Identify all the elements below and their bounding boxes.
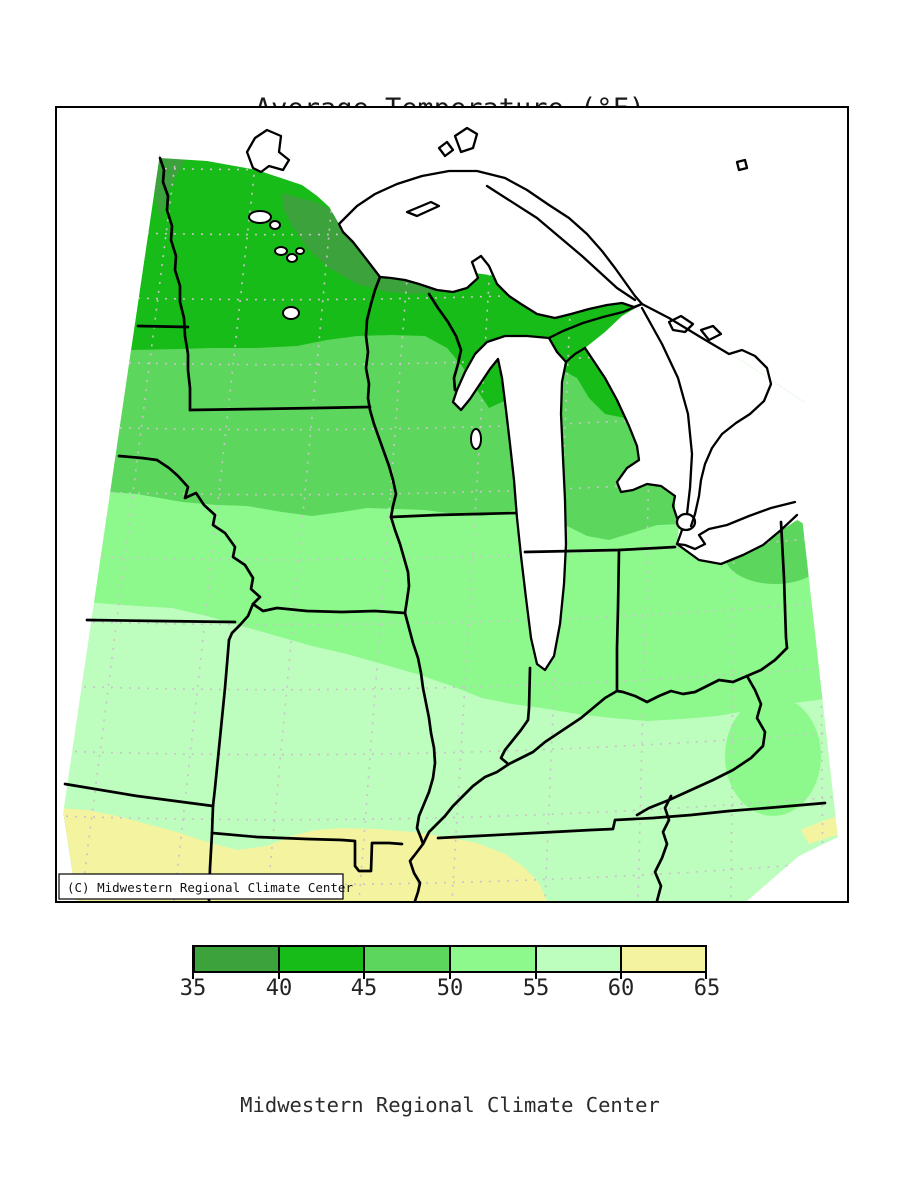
ky-tn-border: [436, 801, 827, 840]
legend-cell-55-60: [535, 947, 620, 971]
nd-sd-border: [136, 324, 190, 329]
shoreline-strokes: [245, 126, 799, 566]
huron-erie-ontario-mask: [585, 304, 847, 564]
wi-il-border: [389, 511, 518, 519]
legend-label-60: 60: [607, 976, 635, 1001]
small-ne-island: [735, 158, 749, 172]
ks-ok-border: [63, 782, 215, 808]
lake-of-the-woods: [245, 128, 291, 174]
st-joseph-island: [667, 314, 695, 334]
legend-colorbar: [193, 945, 707, 973]
huron-canadian-shore: [640, 302, 773, 528]
us-canada-border-superior: [485, 184, 637, 302]
lake-winnibigoshish: [286, 253, 298, 263]
legend-cell-60-65: [620, 947, 705, 971]
mo-ar-border: [210, 831, 404, 873]
michigan-east-coast: [583, 346, 679, 520]
ontario-lakes: [437, 140, 455, 158]
detroit-river: [675, 528, 684, 546]
out-of-domain-mask: [57, 108, 847, 901]
state-borders: [63, 156, 827, 901]
mississippi-river: [364, 275, 437, 901]
legend-label-65: 65: [693, 976, 721, 1001]
cass-lake: [295, 247, 305, 255]
ia-mo-border: [251, 602, 407, 615]
lake-winnebago: [470, 428, 482, 450]
legend-tick-35: [192, 945, 194, 979]
lake-michigan: [451, 334, 568, 672]
legend-tick-50: [449, 945, 451, 979]
leech-lake: [274, 246, 288, 256]
west-edge-mask: [57, 108, 160, 901]
tennessee-river: [653, 794, 673, 901]
southeast-corner-mask: [747, 832, 847, 901]
in-oh-border: [615, 548, 621, 693]
legend-cell-40-45: [280, 947, 365, 971]
il-in-border: [499, 666, 532, 765]
lake-erie-north-shore: [675, 500, 797, 551]
wi-mi-border: [427, 292, 463, 392]
legend-cell-50-55: [450, 947, 535, 971]
legend-tick-65: [705, 945, 707, 979]
copyright-strip: (C) Midwestern Regional Climate Center: [58, 873, 353, 900]
legend-label-50: 50: [436, 976, 464, 1001]
map-copyright: (C) Midwestern Regional Climate Center: [67, 880, 353, 895]
legend-label-45: 45: [350, 976, 378, 1001]
footer-line-1: Midwestern Regional Climate Center: [240, 1093, 660, 1117]
legend-label-55: 55: [522, 976, 550, 1001]
mn-ia-border: [188, 405, 372, 412]
east-edge-mask: [801, 508, 847, 838]
missouri-river: [155, 458, 262, 606]
legend-label-40: 40: [265, 976, 293, 1001]
drummond-island: [699, 324, 723, 342]
mille-lacs-lake: [282, 306, 300, 320]
inland-lakes: [248, 210, 482, 450]
legend-cell-45-50: [365, 947, 450, 971]
red-lake: [248, 210, 272, 224]
legend-tick-55: [535, 945, 537, 979]
ohio-river: [421, 646, 789, 846]
temperature-map-canvas: (C) Midwestern Regional Climate Center: [57, 108, 847, 901]
mo-west-border: [210, 638, 231, 835]
mackinac-straits-shore: [564, 346, 587, 364]
legend-tick-40: [278, 945, 280, 979]
map-frame: (C) Midwestern Regional Climate Center: [55, 106, 849, 903]
legend-tick-60: [620, 945, 622, 979]
footer: Midwestern Regional Climate Center cli−M…: [0, 1019, 900, 1200]
great-lakes: [337, 169, 697, 672]
legend-tick-45: [363, 945, 365, 979]
canada-north-mask: [160, 108, 847, 426]
isle-royale: [405, 200, 441, 218]
missouri-river-kc: [227, 602, 255, 642]
us-canada-border-huron: [640, 306, 694, 516]
footer-line-2: cli−MATE: MRCC Application Tools Environ…: [0, 1192, 900, 1200]
sd-ne-border: [117, 454, 159, 462]
legend-label-35: 35: [179, 976, 207, 1001]
legend-cell-35-40: [195, 947, 280, 971]
lake-nipigon: [453, 126, 479, 154]
up-south-shore: [547, 302, 644, 340]
minnesota-west-border: [158, 156, 192, 412]
oh-pa-border: [779, 520, 789, 650]
ks-ne-border: [85, 618, 237, 624]
lower-red-lake: [269, 220, 281, 230]
